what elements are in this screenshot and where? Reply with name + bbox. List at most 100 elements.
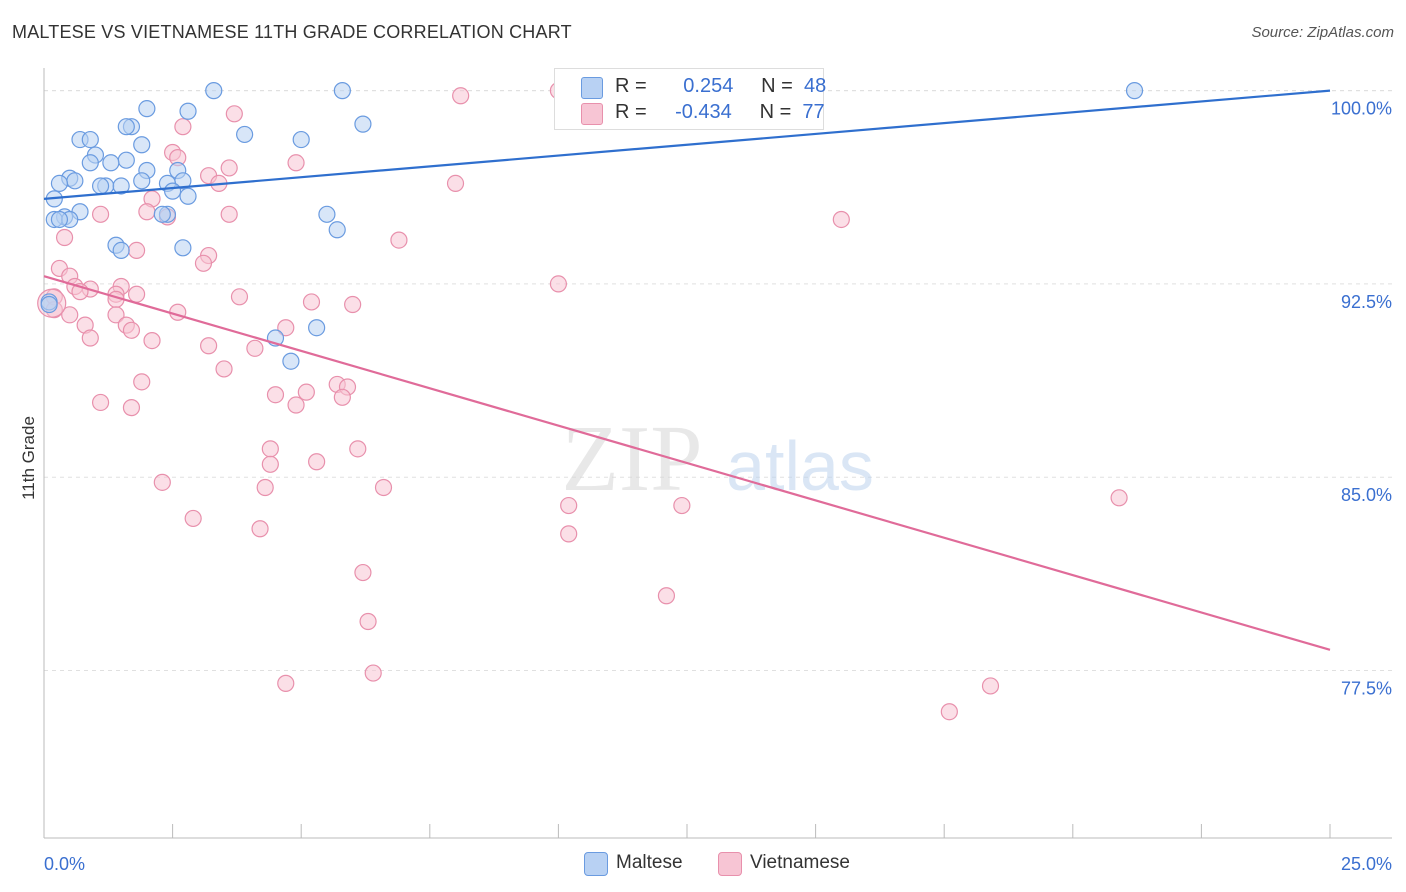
legend-maltese-r-label: R =: [615, 75, 647, 97]
maltese-legend-swatch: [584, 852, 608, 876]
legend-vietnamese-text: R = -0.434 N = 77: [615, 101, 825, 124]
maltese-point-8: [236, 125, 254, 144]
vietnamese-point-71: [354, 563, 372, 582]
vietnamese-point-21: [194, 254, 213, 272]
vietnamese-point-63: [256, 478, 274, 497]
maltese-point-24: [112, 177, 130, 195]
maltese-point-29: [179, 187, 197, 205]
maltese-point-42: [112, 241, 130, 260]
vietnamese-point-47: [246, 339, 264, 357]
vietnamese-point-77: [940, 703, 958, 721]
legend-vietnamese-n-value: 77: [802, 101, 825, 123]
vietnamese-point-39: [107, 306, 125, 324]
legend-maltese-n-label: N =: [761, 75, 793, 97]
vietnamese-point-74: [364, 664, 382, 682]
maltese-point-44: [308, 319, 326, 337]
chart-title: MALTESE VS VIETNAMESE 11TH GRADE CORRELA…: [12, 22, 572, 42]
vietnamese-point-12: [138, 203, 156, 221]
vietnamese-point-65: [1110, 489, 1128, 507]
maltese-point-1: [333, 82, 351, 100]
vietnamese-point-73: [359, 612, 377, 631]
maltese-point-15: [81, 154, 99, 172]
y-axis-label: 11th Grade: [19, 416, 38, 500]
maltese-point-14: [117, 151, 135, 169]
tick-labels: 100.0% 92.5% 85.0% 77.5% 0.0% 25.0%: [44, 99, 1392, 874]
y-tick-label-3: 77.5%: [1341, 678, 1392, 698]
maltese-point-3: [138, 100, 156, 118]
maltese-point-11: [81, 130, 99, 149]
maltese-legend-label: Maltese: [616, 852, 683, 873]
maltese-points: [40, 82, 1144, 370]
vietnamese-point-10: [446, 174, 465, 192]
vietnamese-point-70: [560, 525, 578, 543]
vietnamese-point-72: [657, 587, 676, 605]
maltese-point-16: [102, 154, 120, 172]
vietnamese-point-48: [215, 360, 233, 378]
vietnamese-point-16: [832, 210, 850, 229]
maltese-swatch: [581, 77, 603, 99]
vietnamese-point-64: [374, 478, 393, 497]
trend-lines: [43, 89, 1331, 651]
correlation-legend: R = 0.254 N = 48 R = -0.434 N = 77: [554, 68, 826, 130]
vietnamese-point-55: [91, 393, 110, 412]
vietnamese-point-17: [55, 228, 74, 247]
y-tick-label-1: 92.5%: [1341, 292, 1392, 312]
vietnamese-swatch: [581, 103, 603, 125]
maltese-point-25: [91, 177, 110, 195]
legend-maltese-n-value: 48: [803, 75, 827, 97]
vietnamese-legend-swatch: [718, 852, 742, 876]
legend-vietnamese-r-value: -0.434: [675, 101, 732, 123]
vietnamese-point-34: [344, 295, 362, 314]
vietnamese-point-2: [225, 105, 243, 123]
vietnamese-point-67: [673, 496, 691, 515]
watermark-zip: ZIP: [562, 407, 703, 511]
vietnamese-point-6: [287, 154, 305, 172]
vietnamese-point-76: [981, 677, 1000, 695]
grid-lines: [44, 90, 1392, 671]
maltese-point-33: [153, 205, 171, 223]
vietnamese-point-62: [153, 473, 171, 491]
chart-source: Source: ZipAtlas.com: [1251, 24, 1394, 41]
legend-maltese-text: R = 0.254 N = 48: [615, 75, 826, 98]
vietnamese-point-1: [452, 87, 470, 105]
vietnamese-point-19: [127, 241, 146, 260]
maltese-point-38: [318, 205, 336, 223]
series-legend: Maltese Vietnamese: [0, 852, 1406, 878]
vietnamese-point-43: [277, 319, 295, 337]
maltese-point-20: [66, 172, 84, 190]
maltese-point-22: [50, 174, 69, 192]
maltese-point-45: [282, 352, 300, 370]
vietnamese-point-15: [91, 205, 110, 223]
maltese-point-39: [328, 221, 346, 239]
maltese-point-6: [354, 115, 372, 133]
vietnamese-point-38: [169, 303, 187, 321]
vietnamese-point-7: [220, 159, 238, 177]
legend-vietnamese-n-label: N =: [759, 101, 792, 123]
legend-vietnamese-r-label: R =: [615, 101, 647, 123]
maltese-point-37: [50, 210, 69, 229]
vietnamese-point-68: [184, 509, 202, 528]
vietnamese-point-59: [349, 440, 367, 458]
vietnamese-legend-label: Vietnamese: [750, 852, 850, 873]
maltese-point-4: [179, 102, 197, 120]
watermark-atlas: atlas: [726, 427, 874, 505]
y-tick-label-2: 85.0%: [1341, 485, 1392, 505]
vietnamese-point-69: [251, 520, 269, 538]
vietnamese-point-33: [302, 293, 321, 311]
maltese-point-0: [205, 82, 223, 100]
maltese-point-41: [174, 239, 192, 257]
vietnamese-point-45: [143, 332, 161, 350]
vietnamese-point-41: [122, 321, 141, 339]
vietnamese-points: [37, 82, 1128, 721]
vietnamese-point-54: [333, 388, 351, 406]
vietnamese-point-18: [390, 231, 408, 249]
x-tick-label-1: 25.0%: [1341, 854, 1392, 874]
vietnamese-point-60: [308, 453, 326, 471]
vietnamese-point-3: [174, 118, 192, 136]
maltese-point-47: [40, 295, 58, 314]
vietnamese-point-44: [81, 329, 99, 347]
maltese-point-12: [133, 136, 151, 154]
vietnamese-point-61: [261, 455, 279, 473]
vietnamese-point-66: [560, 496, 578, 515]
axes: [43, 68, 1392, 839]
